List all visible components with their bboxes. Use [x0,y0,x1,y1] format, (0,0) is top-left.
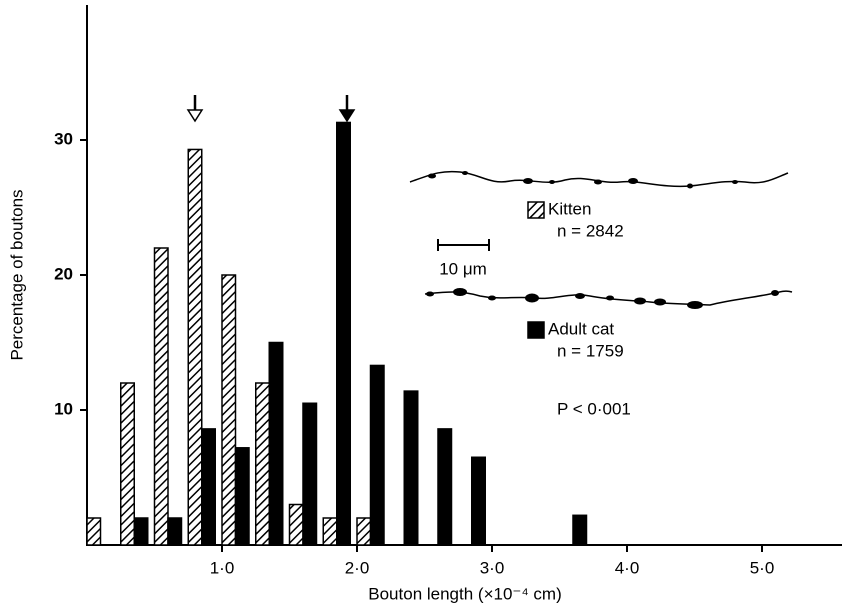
bar [336,121,351,546]
legend-label: Kitten [548,199,591,218]
axon-drawing [424,290,793,306]
bar [268,341,284,546]
scale-bar [437,239,490,251]
bar [302,402,318,546]
x-tick-label: 5·0 [750,558,775,577]
x-axis-label: Bouton length (×10⁻⁴ cm) [368,584,561,603]
bar [86,517,102,546]
bar [201,428,216,546]
legend-swatch [527,321,545,339]
bar [167,517,183,546]
bar [153,247,169,546]
bar [288,503,304,546]
x-tick-label: 1·0 [210,558,235,577]
bar [120,382,135,546]
bar [221,274,237,546]
y-tick-label: 20 [54,264,73,283]
legend-note: n = 1759 [557,341,624,360]
legend-note: n = 2842 [557,221,624,240]
y-tick-label: 10 [54,399,73,418]
bar [403,390,419,546]
bar [437,428,453,546]
bouton [426,288,779,309]
y-axis-label: Percentage of boutons [7,189,26,360]
bar [471,456,486,546]
annotation: P < 0·001 [557,399,631,418]
scale-bar-label: 10 μm [439,259,487,278]
bar [187,148,203,546]
bar [572,514,588,546]
legend-swatch [527,201,545,219]
bar [133,517,149,546]
x-tick-label: 2·0 [345,558,370,577]
bouton [428,171,738,189]
bar [322,517,338,546]
y-tick-label: 30 [54,129,73,148]
bar [369,364,385,546]
x-tick-label: 4·0 [615,558,640,577]
legend-label: Adult cat [548,319,614,338]
x-tick-label: 3·0 [480,558,505,577]
mean-arrow [186,95,356,123]
bar [234,447,250,546]
bar [255,382,270,546]
bar [356,517,372,546]
